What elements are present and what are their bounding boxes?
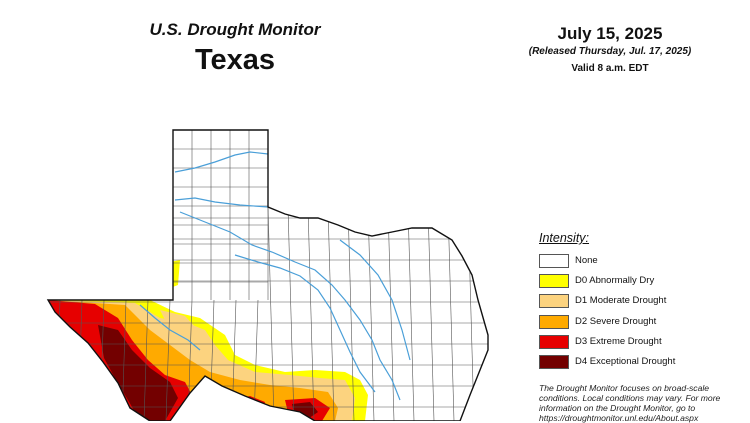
river-colorado [234, 254, 376, 393]
valid-time: Valid 8 a.m. EDT [571, 63, 649, 74]
drought-area-d4 [98, 325, 178, 421]
county-boundaries [48, 130, 488, 421]
legend-item: D4 Exceptional Drought [539, 355, 739, 369]
legend-item: D3 Extreme Drought [539, 335, 739, 349]
legend-swatch [539, 254, 569, 268]
legend-swatch [539, 355, 569, 369]
river-trinity [339, 239, 411, 361]
legend-label: D0 Abnormally Dry [575, 275, 655, 286]
state-name: Texas [194, 44, 276, 76]
texas-drought-map [46, 129, 489, 421]
legend-item: None [539, 254, 739, 268]
legend-label: D3 Extreme Drought [575, 336, 662, 347]
river-canadian [174, 151, 269, 173]
footnote: The Drought Monitor focuses on broad-sca… [539, 383, 721, 423]
legend-item: D1 Moderate Drought [539, 294, 739, 308]
river-pecos [139, 304, 201, 351]
legend-swatch [539, 335, 569, 349]
legend-item: D0 Abnormally Dry [539, 274, 739, 288]
legend-item: D2 Severe Drought [539, 315, 739, 329]
legend-label: D1 Moderate Drought [575, 295, 667, 306]
map-date: July 15, 2025 [557, 24, 663, 43]
legend-swatch [539, 315, 569, 329]
legend-swatch [539, 274, 569, 288]
river-brazos [179, 211, 401, 401]
legend-swatch [539, 294, 569, 308]
legend-label: D2 Severe Drought [575, 316, 657, 327]
map-title: U.S. Drought Monitor [149, 20, 321, 39]
legend-label: D4 Exceptional Drought [575, 356, 676, 367]
legend-label: None [575, 255, 598, 266]
release-date: (Released Thursday, Jul. 17, 2025) [528, 46, 692, 57]
texas-outline [46, 129, 489, 421]
legend-title: Intensity: [539, 231, 590, 245]
